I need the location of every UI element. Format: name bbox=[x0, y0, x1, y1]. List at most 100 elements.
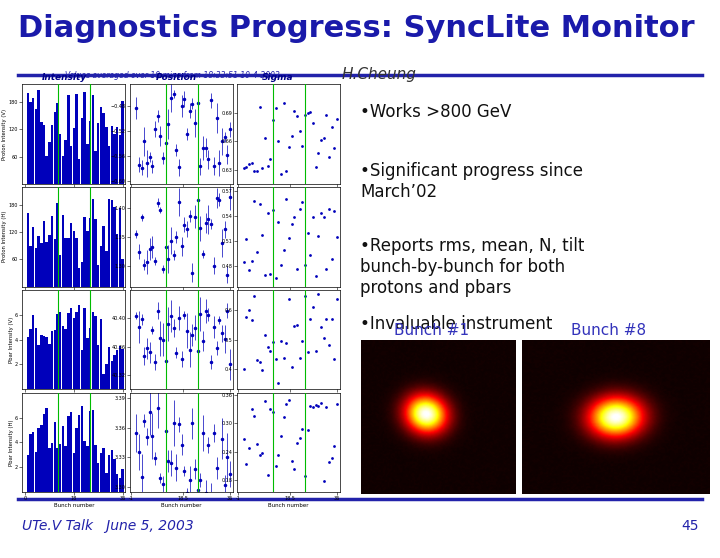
Bar bbox=[35, 109, 37, 184]
Point bbox=[318, 213, 330, 222]
Point bbox=[283, 233, 294, 242]
Bar bbox=[84, 217, 86, 287]
Bar bbox=[78, 415, 81, 492]
Bar bbox=[110, 200, 113, 287]
Bar bbox=[122, 259, 124, 287]
Point bbox=[270, 273, 282, 282]
Bar bbox=[45, 242, 48, 287]
Point bbox=[270, 103, 282, 112]
Point bbox=[278, 354, 289, 363]
Point bbox=[240, 162, 252, 171]
Bar bbox=[119, 208, 121, 287]
Point bbox=[281, 338, 292, 347]
Bar bbox=[99, 319, 102, 389]
Point bbox=[310, 400, 322, 409]
Bar bbox=[67, 416, 70, 492]
Point bbox=[320, 402, 332, 411]
Bar bbox=[89, 411, 91, 492]
Point bbox=[289, 213, 300, 222]
Point bbox=[329, 207, 341, 216]
Bar bbox=[113, 207, 116, 287]
Bar bbox=[122, 349, 124, 389]
Bar bbox=[108, 199, 110, 287]
Point bbox=[305, 251, 316, 259]
Bar bbox=[45, 156, 48, 184]
Bar bbox=[35, 328, 37, 389]
Bar bbox=[70, 412, 72, 492]
Text: Sigma: Sigma bbox=[261, 73, 293, 82]
Bar bbox=[119, 134, 121, 184]
Bar bbox=[59, 256, 61, 287]
Bar bbox=[81, 406, 83, 492]
Point bbox=[256, 365, 268, 374]
Bar bbox=[27, 336, 29, 389]
Point bbox=[254, 451, 266, 460]
Bar bbox=[48, 449, 50, 492]
Bar bbox=[30, 329, 32, 389]
Bar bbox=[89, 122, 91, 184]
Bar bbox=[97, 345, 99, 389]
Bar bbox=[37, 428, 40, 492]
Bar bbox=[35, 452, 37, 492]
Point bbox=[251, 439, 263, 448]
Point bbox=[307, 402, 319, 411]
Text: Bunch #8: Bunch #8 bbox=[571, 323, 646, 338]
Point bbox=[254, 358, 266, 367]
Bar bbox=[76, 238, 78, 287]
Bar bbox=[94, 151, 96, 184]
Bar bbox=[81, 350, 83, 389]
Point bbox=[267, 407, 279, 416]
Bar bbox=[102, 113, 105, 184]
Point bbox=[331, 233, 343, 242]
Bar bbox=[119, 347, 121, 389]
Bar bbox=[94, 219, 96, 287]
Point bbox=[267, 116, 279, 124]
Bar bbox=[62, 426, 64, 492]
Point bbox=[273, 451, 284, 460]
Point bbox=[315, 208, 327, 217]
Point bbox=[326, 123, 338, 132]
Bar bbox=[42, 336, 45, 389]
Point bbox=[305, 314, 316, 323]
Point bbox=[251, 248, 263, 257]
Bar bbox=[51, 444, 53, 492]
Point bbox=[320, 265, 332, 274]
Bar bbox=[116, 234, 118, 287]
Text: •Invaluable instrument: •Invaluable instrument bbox=[360, 315, 552, 333]
Point bbox=[254, 103, 266, 112]
Point bbox=[323, 458, 335, 466]
Bar bbox=[122, 100, 124, 184]
Bar bbox=[53, 112, 56, 184]
Point bbox=[289, 107, 300, 116]
Bar bbox=[78, 305, 81, 389]
Bar bbox=[110, 126, 113, 184]
Bar bbox=[76, 94, 78, 184]
Point bbox=[323, 205, 335, 214]
Point bbox=[251, 166, 263, 175]
Point bbox=[275, 260, 287, 269]
Point bbox=[278, 99, 289, 108]
Point bbox=[240, 312, 252, 321]
Bar bbox=[56, 203, 59, 287]
Point bbox=[302, 229, 313, 238]
Bar bbox=[105, 252, 107, 287]
Point bbox=[289, 464, 300, 473]
Bar bbox=[67, 95, 70, 184]
Point bbox=[264, 405, 276, 413]
Bar bbox=[81, 118, 83, 184]
Bar bbox=[86, 446, 89, 492]
Point bbox=[297, 142, 308, 151]
Point bbox=[243, 159, 255, 168]
Bar bbox=[32, 432, 35, 492]
Text: Bunch #1: Bunch #1 bbox=[395, 323, 469, 338]
Point bbox=[283, 295, 294, 304]
Point bbox=[283, 142, 294, 151]
Bar bbox=[42, 221, 45, 287]
Bar bbox=[113, 354, 116, 389]
Bar bbox=[56, 448, 59, 492]
Bar bbox=[89, 329, 91, 389]
Point bbox=[248, 412, 260, 421]
Bar bbox=[84, 309, 86, 389]
Point bbox=[326, 254, 338, 263]
Bar bbox=[32, 98, 35, 184]
